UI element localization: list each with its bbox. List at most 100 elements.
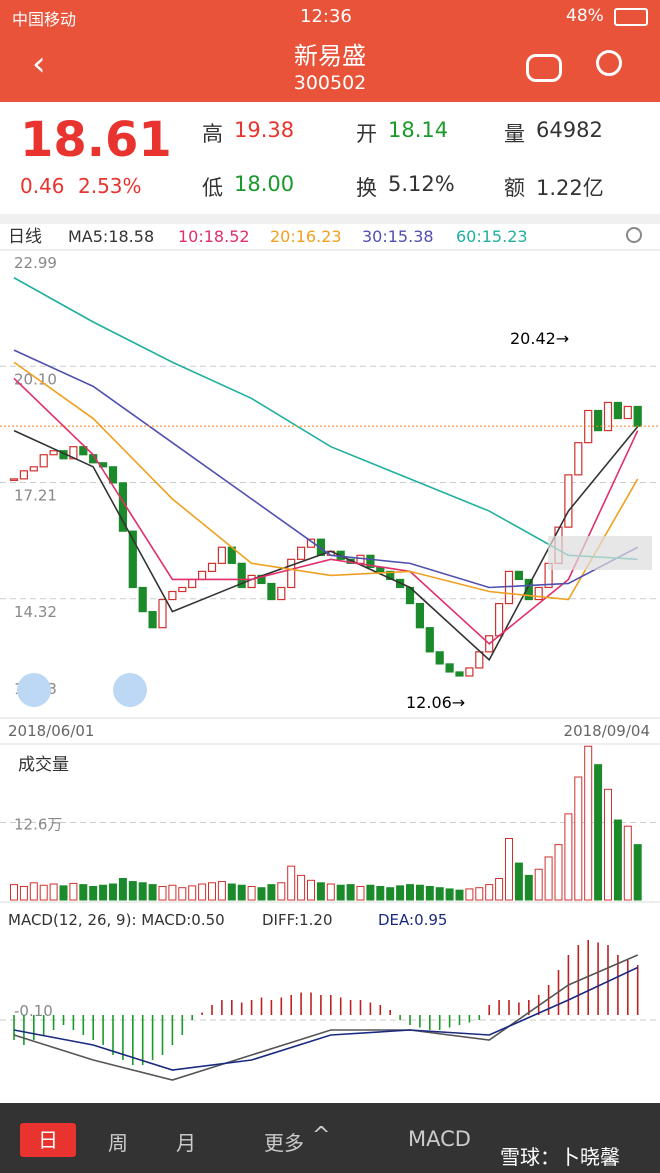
field-value: 64982 xyxy=(536,118,603,142)
volume-bar xyxy=(326,883,335,901)
zoom-button[interactable] xyxy=(113,673,147,707)
volume-bar xyxy=(237,884,246,901)
candle xyxy=(465,667,474,677)
volume-bar xyxy=(604,788,612,901)
volume-bar xyxy=(455,889,464,901)
volume-bar xyxy=(574,776,583,901)
date-label: 2018/06/01 xyxy=(8,722,94,740)
panel-title: 成交量 xyxy=(18,755,69,775)
candle xyxy=(504,570,514,605)
ma-label: 20:16.23 xyxy=(270,227,342,246)
highlight-box xyxy=(548,536,652,570)
volume-bar xyxy=(148,884,157,901)
field-value: 18.14 xyxy=(388,118,449,142)
search-icon[interactable] xyxy=(596,50,622,76)
change-pct: 2.53% xyxy=(78,174,142,198)
volume-bar xyxy=(128,881,137,901)
candle xyxy=(49,450,58,456)
robot-icon[interactable] xyxy=(526,54,562,82)
field-label: 量 xyxy=(504,122,525,146)
price: 18.61 xyxy=(20,112,172,168)
volume-bar xyxy=(79,884,88,901)
volume-bar xyxy=(356,885,365,901)
candle xyxy=(386,570,395,581)
indicator-line xyxy=(13,954,639,1081)
y-tick-label: 14.32 xyxy=(14,603,57,621)
candle xyxy=(415,602,424,629)
settings-icon[interactable] xyxy=(626,227,642,243)
candle xyxy=(603,401,613,432)
volume-bar xyxy=(633,844,642,901)
volume-bar xyxy=(89,885,98,901)
battery: 48% xyxy=(566,6,604,26)
y-tick-label: 20.10 xyxy=(14,370,57,388)
candle xyxy=(267,582,276,601)
annotation: 12.06→ xyxy=(406,693,465,712)
annotation: 20.42→ xyxy=(510,329,569,348)
volume-bar xyxy=(267,884,276,901)
volume-bar xyxy=(465,888,474,901)
y-tick-label: 22.99 xyxy=(14,254,57,272)
quote-panel: 18.61 0.46 2.53% 高 19.38 开 18.14 量 64982 低 18.0… xyxy=(0,102,660,224)
volume-bar xyxy=(336,884,345,901)
volume-bar xyxy=(297,874,306,901)
volume-bar xyxy=(316,882,325,901)
volume-bar xyxy=(485,884,494,901)
candle xyxy=(297,546,306,560)
candle xyxy=(128,530,137,589)
candle xyxy=(366,554,375,568)
candle xyxy=(188,578,197,589)
candle xyxy=(277,586,286,601)
volume-bar xyxy=(415,884,424,901)
volume-bar xyxy=(366,884,375,901)
volume-bar xyxy=(495,877,504,901)
candle xyxy=(475,651,484,669)
volume-bar xyxy=(514,862,523,901)
field-value: 1.22亿 xyxy=(536,176,604,200)
volume-bar xyxy=(29,882,38,901)
volume-bar xyxy=(544,856,553,901)
candle xyxy=(455,671,464,677)
ma-label: 10:18.52 xyxy=(178,227,250,246)
candle xyxy=(138,586,147,613)
field-value: 19.38 xyxy=(234,118,295,142)
volume-bar xyxy=(247,885,256,901)
candle xyxy=(217,546,226,564)
candle xyxy=(158,598,167,629)
change: 0.46 xyxy=(20,174,65,198)
watermark: 雪球：卜晓馨 xyxy=(500,1145,620,1169)
volume-bar xyxy=(109,883,117,901)
volume-bar xyxy=(69,882,78,901)
diff-label: DIFF:1.20 xyxy=(262,911,333,929)
volume-bar xyxy=(227,883,236,901)
candle xyxy=(79,446,88,456)
zoom-button[interactable] xyxy=(17,673,51,707)
field-label: 开 xyxy=(356,122,377,146)
volume-bar xyxy=(39,884,48,901)
back-button[interactable]: ‹ xyxy=(32,44,46,84)
volume-bar xyxy=(534,868,543,901)
tab-month[interactable]: 月 xyxy=(176,1131,196,1155)
date-label: 2018/09/04 xyxy=(564,722,650,740)
candle xyxy=(29,466,38,472)
field-label: 高 xyxy=(202,122,223,146)
volume-bar xyxy=(168,884,177,901)
tab-more[interactable]: 更多 xyxy=(264,1131,304,1155)
indicator-line xyxy=(13,277,638,561)
volume-bar xyxy=(257,887,266,901)
indicator-line xyxy=(13,361,639,601)
battery-icon xyxy=(614,8,648,26)
tab-day[interactable]: 日 xyxy=(20,1123,76,1157)
carrier: 中国移动 xyxy=(12,10,77,29)
volume-bar xyxy=(118,877,127,901)
indicator-line xyxy=(13,966,639,1071)
volume-bar xyxy=(613,819,622,901)
volume-bar xyxy=(584,745,593,901)
volume-bar xyxy=(49,883,58,901)
volume-bar xyxy=(188,885,197,901)
tab-week[interactable]: 周 xyxy=(108,1131,128,1155)
tab-indicator[interactable]: MACD xyxy=(408,1127,471,1151)
bottom-nav: 日 周 月 更多 ^ MACD 雪球：卜晓馨 xyxy=(0,1103,660,1173)
volume-bar xyxy=(505,837,513,901)
